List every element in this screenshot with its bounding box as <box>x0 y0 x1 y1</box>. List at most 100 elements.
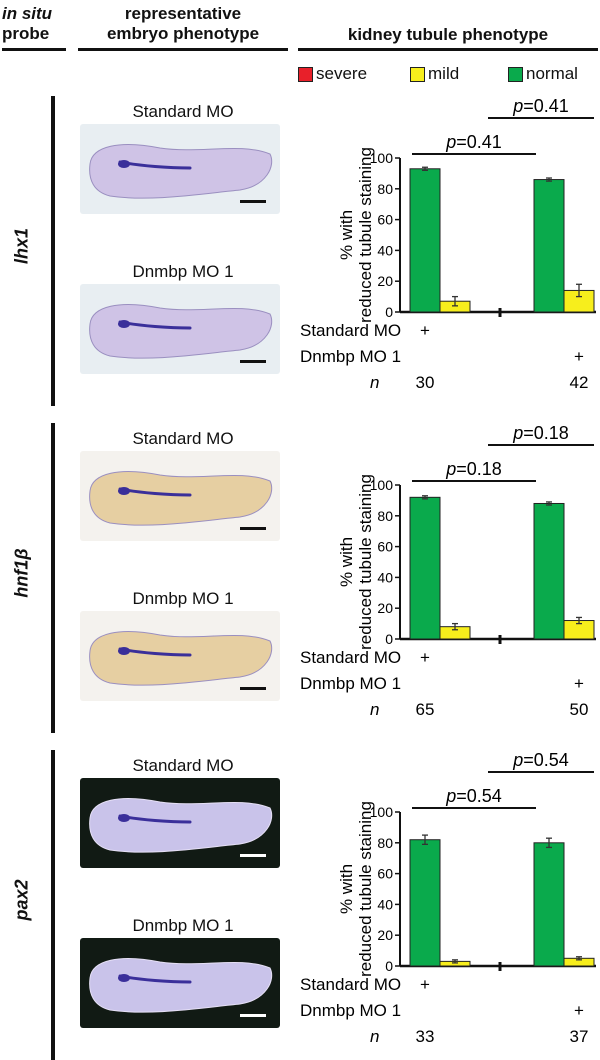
legend-item-severe: severe <box>298 64 367 84</box>
embryo-label-standard: Standard MO <box>132 429 234 448</box>
embryo-header-line2: embryo phenotype <box>106 24 260 43</box>
bar-normal <box>533 179 565 313</box>
bar-chart-lhx1: % withreduced tubule staining 0 20 40 60 80 10… <box>296 96 600 406</box>
embryo-body <box>89 798 272 853</box>
probe-column-header: in situ probe <box>2 4 72 44</box>
embryo-label-standard: Standard MO <box>132 102 234 121</box>
row-label: n <box>370 373 379 392</box>
embryo-body <box>89 471 272 526</box>
embryo-image-dnmbp <box>80 611 280 701</box>
embryo-pronephros-stain <box>118 487 130 495</box>
y-axis-label-line1: % with <box>337 210 356 260</box>
chart-svg: % withreduced tubule staining 0 20 40 60 80 10… <box>300 423 596 719</box>
embryo-pronephros-stain <box>118 320 130 328</box>
p-value-number: =0.18 <box>456 459 502 479</box>
y-axis-label: % withreduced tubule staining <box>337 801 375 977</box>
condition-mark: + <box>574 1001 584 1020</box>
panel-lhx1: lhx1 Standard MO Dnmbp MO 1 % withreduce… <box>0 96 600 406</box>
p-value-label: p=0.41 <box>445 132 502 152</box>
y-tick-label: 40 <box>377 569 393 585</box>
bar-chart-pax2: % withreduced tubule staining 0 20 40 60 80 10… <box>296 750 600 1060</box>
y-tick-label: 40 <box>377 896 393 912</box>
embryo-label-dnmbp: Dnmbp MO 1 <box>132 916 234 935</box>
y-axis-label: % withreduced tubule staining <box>337 147 375 323</box>
probe-header-line2: probe <box>2 24 50 43</box>
n-value: 50 <box>570 700 589 719</box>
legend-label-severe: severe <box>316 64 368 83</box>
y-tick-label: 20 <box>377 273 393 289</box>
condition-mark: + <box>574 347 584 366</box>
p-value-symbol: p <box>445 132 456 152</box>
embryo-image-standard <box>80 451 280 541</box>
bar-normal <box>409 496 441 640</box>
y-tick-label: 100 <box>370 477 394 493</box>
y-axis-label-line2: reduced tubule staining <box>356 801 375 977</box>
y-tick-label: 40 <box>377 242 393 258</box>
embryo-body <box>89 304 272 359</box>
legend-swatch-mild <box>410 66 425 82</box>
p-value-symbol: p <box>445 786 456 806</box>
row-label: n <box>370 700 379 719</box>
y-tick-label: 0 <box>385 958 393 974</box>
p-value-label: p=0.54 <box>512 750 569 770</box>
embryo-svg <box>80 778 280 868</box>
row-label: Standard MO <box>300 975 401 994</box>
embryo-image-dnmbp <box>80 284 280 374</box>
panel-pax2: pax2 Standard MO Dnmbp MO 1 % withreduce… <box>0 750 600 1060</box>
condition-mark: + <box>574 674 584 693</box>
legend-item-mild: mild <box>410 64 459 84</box>
y-axis-label: % withreduced tubule staining <box>337 474 375 650</box>
p-value-label: p=0.18 <box>512 423 569 443</box>
p-value-symbol: p <box>512 750 523 770</box>
embryo-header-line1: representative <box>124 4 242 23</box>
scale-bar <box>240 854 266 857</box>
bar-normal <box>409 839 441 967</box>
embryo-image-standard <box>80 778 280 868</box>
bar-chart-hnf1b: % withreduced tubule staining 0 20 40 60 80 10… <box>296 423 600 733</box>
y-tick-label: 80 <box>377 181 393 197</box>
row-label: Dnmbp MO 1 <box>300 674 401 693</box>
condition-mark: + <box>420 975 430 994</box>
n-value: 65 <box>416 700 435 719</box>
row-label: Dnmbp MO 1 <box>300 1001 401 1020</box>
embryo-svg <box>80 611 280 701</box>
p-value-number: =0.18 <box>523 423 569 443</box>
embryo-pronephros-stain <box>118 974 130 982</box>
embryo-body <box>89 144 272 199</box>
p-value-number: =0.41 <box>523 96 569 116</box>
y-tick-label: 100 <box>370 150 394 166</box>
bar-normal <box>533 842 565 967</box>
p-value-number: =0.54 <box>523 750 569 770</box>
p-value-symbol: p <box>512 96 523 116</box>
embryo-label-dnmbp: Dnmbp MO 1 <box>132 589 234 608</box>
p-value-symbol: p <box>445 459 456 479</box>
row-label: n <box>370 1027 379 1046</box>
scale-bar <box>240 1014 266 1017</box>
scale-bar <box>240 200 266 203</box>
bar-normal <box>533 502 565 640</box>
embryo-svg <box>80 451 280 541</box>
kidney-header-rule <box>298 48 598 51</box>
embryo-pronephros-stain <box>118 160 130 168</box>
row-label: Standard MO <box>300 648 401 667</box>
chart-svg: % withreduced tubule staining 0 20 40 60 80 10… <box>300 750 596 1046</box>
p-value-number: =0.54 <box>456 786 502 806</box>
embryo-pronephros-stain <box>118 647 130 655</box>
y-axis-label-line2: reduced tubule staining <box>356 147 375 323</box>
y-axis-label-line2: reduced tubule staining <box>356 474 375 650</box>
embryo-pronephros-stain <box>118 814 130 822</box>
kidney-column-header: kidney tubule phenotype <box>347 25 549 44</box>
probe-label: lhx1 <box>11 227 32 265</box>
probe-header-rule <box>2 48 66 51</box>
condition-mark: + <box>420 648 430 667</box>
scale-bar <box>240 527 266 530</box>
y-tick-label: 0 <box>385 304 393 320</box>
panel-divider-bar <box>51 423 55 733</box>
embryo-body <box>89 631 272 686</box>
p-value-symbol: p <box>512 423 523 443</box>
y-tick-label: 80 <box>377 508 393 524</box>
n-value: 42 <box>570 373 589 392</box>
legend-swatch-normal <box>508 66 523 82</box>
probe-label: hnf1β <box>11 548 32 598</box>
y-tick-label: 20 <box>377 927 393 943</box>
